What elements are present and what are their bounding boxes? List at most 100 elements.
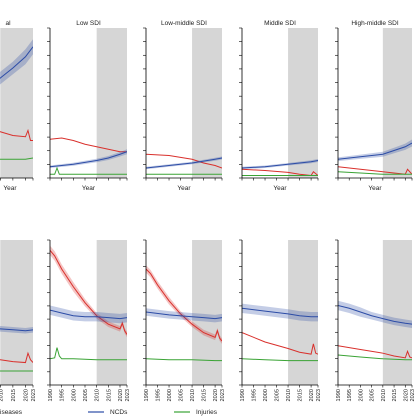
panel-bottom-0: 2010 2015 2020 2023 (0, 240, 37, 401)
x-tick-label: 2020 (213, 389, 219, 401)
panel-bottom-4: 1990 1995 2000 2005 2010 2015 2020 2023 (335, 239, 416, 401)
series-line-ncd (0, 328, 33, 332)
x-tick-label: 2005 (370, 389, 376, 401)
legend-label-ncd: NCDs (110, 409, 128, 416)
panel-plot-area (50, 240, 127, 385)
x-axis-label: Year (177, 185, 191, 192)
panel-title: al (5, 20, 11, 27)
shaded-period (382, 28, 412, 178)
x-tick-label: 1990 (336, 389, 342, 401)
series-line-comm (50, 137, 127, 153)
series-line-ncd (242, 307, 318, 318)
x-tick-label: 2000 (358, 389, 364, 401)
x-tick-label: 2015 (202, 389, 208, 401)
x-tick-label: 2000 (71, 389, 77, 401)
series-line-comm (242, 168, 318, 177)
series-line-ncd (50, 309, 127, 320)
x-tick-label: 2015 (392, 389, 398, 401)
series-line-ncd (338, 304, 412, 325)
series-line-inj (0, 157, 33, 160)
x-tick-label: 2020 (403, 389, 409, 401)
x-tick-label: 2023 (125, 389, 131, 401)
panel-plot-area (0, 28, 33, 178)
series-line-inj (338, 354, 412, 361)
x-tick-label: 2005 (179, 389, 185, 401)
x-tick-label: 2015 (298, 389, 304, 401)
shaded-period (0, 28, 33, 178)
panel-title: Low-middle SDI (161, 20, 207, 27)
panel-plot-area (50, 28, 127, 178)
panel-top-3: Middle SDI Year (239, 20, 319, 192)
series-line-comm (338, 345, 412, 359)
panel-plot-area (0, 240, 33, 385)
series-line-ncd (242, 160, 318, 169)
panel-title: High-middle SDI (351, 20, 399, 27)
series-line-comm (146, 268, 222, 342)
panel-plot-area (242, 240, 318, 385)
series-line-ncd (0, 46, 33, 79)
shaded-period (288, 28, 318, 178)
uncertainty-band-ncd (0, 39, 33, 85)
x-tick-label: 2010 (190, 389, 196, 401)
legend-label-comm: iseases (0, 409, 23, 416)
panel-title: Middle SDI (264, 20, 296, 27)
shaded-period (96, 240, 127, 385)
x-tick-label: 2010 (95, 389, 101, 401)
uncertainty-band-ncd (50, 305, 127, 324)
legend-label-inj: Injuries (196, 409, 218, 416)
x-axis-label: Year (82, 185, 96, 192)
panel-bottom-2: 1990 1995 2000 2005 2010 2015 2020 2023 (143, 239, 226, 401)
series-line-ncd (50, 151, 127, 168)
x-tick-label: 1990 (144, 389, 150, 401)
x-tick-label: 1990 (240, 389, 246, 401)
x-tick-label: 2023 (31, 389, 37, 401)
panel-plot-area (146, 28, 222, 178)
x-tick-label: 2005 (275, 389, 281, 401)
x-tick-label: 1995 (252, 389, 258, 401)
x-axis-label: Year (368, 185, 382, 192)
series-line-inj (50, 166, 127, 175)
panel-plot-area (146, 240, 222, 385)
x-tick-label: 2010 (381, 389, 387, 401)
uncertainty-band-ncd (50, 149, 127, 168)
uncertainty-band-comm (146, 265, 222, 344)
shaded-period (192, 240, 222, 385)
x-axis-label: Year (3, 185, 17, 192)
shaded-period (382, 240, 412, 385)
series-line-ncd (146, 311, 222, 320)
series-line-comm (146, 153, 222, 169)
series-line-ncd (146, 157, 222, 169)
panel-top-1: Low SDI Year (47, 20, 128, 192)
panel-top-0: al Year (0, 20, 34, 192)
x-tick-label: 2020 (309, 389, 315, 401)
x-tick-label: 1990 (48, 389, 54, 401)
panel-plot-area (338, 240, 412, 385)
x-tick-label: 1995 (60, 389, 66, 401)
series-line-inj (146, 358, 222, 362)
panel-bottom-3: 1990 1995 2000 2005 2010 2015 2020 2023 (239, 239, 322, 401)
x-tick-label: 2000 (263, 389, 269, 401)
x-tick-label: 1995 (156, 389, 162, 401)
series-line-inj (338, 171, 412, 175)
series-line-inj (50, 347, 127, 361)
uncertainty-band-ncd (338, 139, 412, 162)
x-axis-label: Year (273, 185, 287, 192)
x-tick-label: 2000 (167, 389, 173, 401)
shaded-period (0, 240, 33, 385)
series-line-comm (0, 351, 33, 364)
series-line-comm (338, 166, 412, 175)
x-tick-label: 2023 (316, 389, 322, 401)
legend: iseases NCDs Injuries (0, 409, 218, 416)
x-tick-label: 2010 (0, 389, 4, 401)
x-tick-label: 2020 (23, 389, 29, 401)
x-tick-label: 2005 (83, 389, 89, 401)
shaded-period (96, 28, 127, 178)
panel-plot-area (242, 28, 318, 178)
shaded-period (192, 28, 222, 178)
series-line-comm (242, 332, 318, 355)
series-line-inj (0, 370, 33, 372)
series-line-comm (0, 128, 33, 141)
series-line-comm (50, 249, 127, 335)
x-tick-label: 2020 (118, 389, 124, 401)
